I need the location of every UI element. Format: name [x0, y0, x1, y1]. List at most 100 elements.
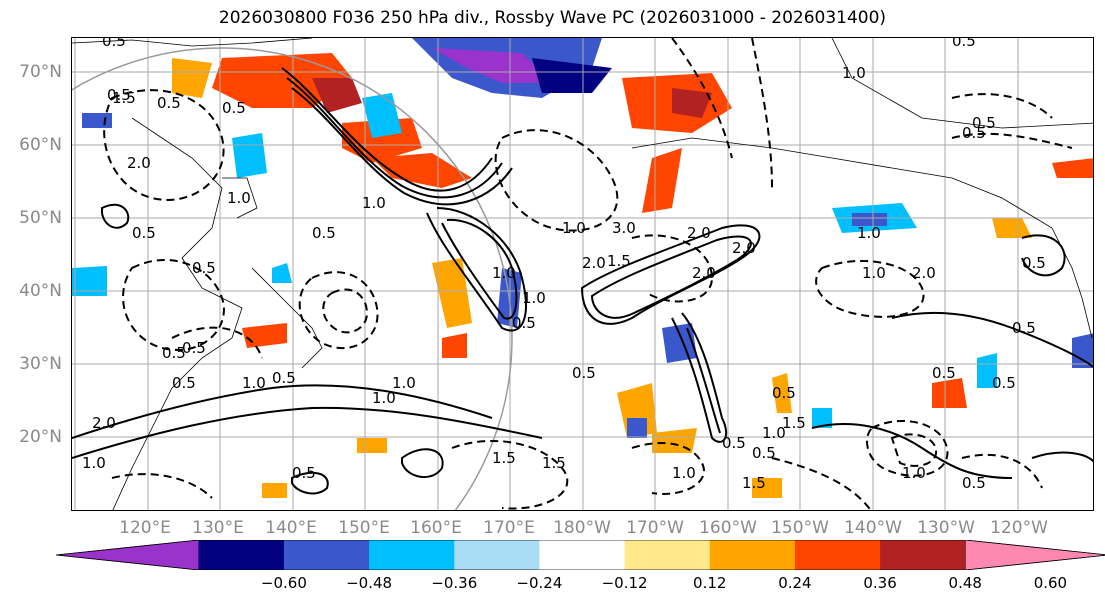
- contour-label: 0.5: [1022, 254, 1046, 272]
- lat-label-40n: 40°N: [19, 281, 62, 301]
- contour-label: 2.0: [692, 264, 716, 282]
- colorbar-cell: [624, 540, 711, 570]
- contour-label: 1.5: [782, 414, 806, 432]
- contour-labels: 0.5 0.50.51.01.50.50.50.50.52.01.01.01.00…: [82, 38, 1046, 492]
- colorbar-tick-label: 0.12: [693, 574, 727, 592]
- map-canvas: 0.5 0.50.51.01.50.50.50.50.52.01.01.01.00…: [72, 38, 1093, 510]
- contour-label: 1.0: [227, 189, 251, 207]
- contour-label: 0.5: [172, 374, 196, 392]
- colorbar-extend-low: [56, 540, 200, 570]
- contour-label: 0.5: [752, 444, 776, 462]
- colorbar-extend-high: [964, 540, 1105, 570]
- colorbar: [56, 540, 1105, 570]
- lon-label-120w: 120°W: [990, 518, 1048, 538]
- colorbar-cell: [539, 540, 626, 570]
- colorbar-tick-label: 0.48: [948, 574, 982, 592]
- contour-label: 0.5: [972, 114, 996, 132]
- contour-label: 0.5: [722, 434, 746, 452]
- colorbar-tick-label: −0.48: [346, 574, 393, 592]
- colorbar-cell: [454, 540, 540, 570]
- contour-label: 1.5: [492, 449, 516, 467]
- colorbar-cell: [794, 540, 881, 570]
- contour-label: 1.0: [362, 194, 386, 212]
- colorbar-tick-label: −0.36: [431, 574, 478, 592]
- lon-label-150w: 150°W: [771, 518, 829, 538]
- contour-label: 0.5: [952, 38, 976, 50]
- contour-label: 2.0: [127, 154, 151, 172]
- contour-label: 1.0: [857, 224, 881, 242]
- contour-label: 1.0: [902, 464, 926, 482]
- contour-label: 1.0: [522, 289, 546, 307]
- contour-label: 0.5: [572, 364, 596, 382]
- contour-label: 0.5: [157, 94, 181, 112]
- map-title: 2026030800 F036 250 hPa div., Rossby Wav…: [218, 8, 887, 28]
- contour-label: 1.0: [492, 264, 516, 282]
- lon-label-130e: 130°E: [192, 518, 244, 538]
- colorbar-cell: [198, 540, 285, 570]
- contour-label: 2.0: [912, 264, 936, 282]
- lat-label-50n: 50°N: [19, 208, 62, 228]
- contour-label: 1.0: [392, 374, 416, 392]
- lon-label-160w: 160°W: [699, 518, 757, 538]
- contour-label: 0.5: [772, 384, 796, 402]
- contour-label: 0.5: [292, 464, 316, 482]
- colorbar-tick-label: 0.24: [778, 574, 812, 592]
- lat-label-20n: 20°N: [19, 427, 62, 447]
- map-plot-area[interactable]: 0.5 0.5 0.5 1.0 1.5 0.5 0.5 0.5 0.5 2.0 1.0 1.0 1.0 0…: [71, 37, 1094, 511]
- contour-label: 1.0: [672, 464, 696, 482]
- colorbar-cell: [283, 540, 370, 570]
- lon-label-170e: 170°E: [483, 518, 535, 538]
- contour-label: 0.5: [512, 314, 536, 332]
- contour-label: 2.0: [582, 254, 606, 272]
- contour-label: 0.5: [107, 86, 131, 104]
- contour-label: 0.5: [272, 369, 296, 387]
- contour-label: 1.0: [242, 374, 266, 392]
- contour-label: 2.0: [732, 239, 756, 257]
- contour-label: 0.5: [962, 124, 986, 142]
- lon-label-120e: 120°E: [119, 518, 171, 538]
- contour-label: 1.0: [862, 264, 886, 282]
- contour-label: 1.5: [742, 474, 766, 492]
- contour-label: 0.5: [932, 364, 956, 382]
- colorbar-tick-label: −0.12: [601, 574, 648, 592]
- lon-label-160e: 160°E: [410, 518, 462, 538]
- colorbar-cell: [369, 540, 455, 570]
- contour-label: 0.5: [162, 344, 186, 362]
- contour-label: 0.5: [192, 259, 216, 277]
- lon-label-180w: 180°W: [553, 518, 611, 538]
- contour-label: 0.5: [222, 99, 246, 117]
- positive-contours: [72, 67, 1093, 495]
- contour-label: 0.5: [312, 224, 336, 242]
- contour-label: 0.5: [102, 38, 126, 50]
- lat-label-60n: 60°N: [19, 135, 62, 155]
- contour-label: 1.0: [562, 219, 586, 237]
- lat-label-30n: 30°N: [19, 354, 62, 374]
- lon-label-130w: 130°W: [917, 518, 975, 538]
- contour-label: 0.5: [992, 374, 1016, 392]
- contour-label: 1.5: [542, 454, 566, 472]
- lon-label-170w: 170°W: [626, 518, 684, 538]
- contour-label: 0.5: [962, 474, 986, 492]
- contour-label: 0.5: [182, 339, 206, 357]
- contour-label: 1.0: [842, 64, 866, 82]
- contour-label: 2.0: [687, 224, 711, 242]
- contour-label: 0.5: [1012, 319, 1036, 337]
- negative-contours: [103, 38, 1073, 510]
- colorbar-tick-label: 0.36: [863, 574, 897, 592]
- colorbar-cell: [709, 540, 796, 570]
- colorbar-tick-label: −0.60: [260, 574, 307, 592]
- contour-label: 1.5: [112, 89, 136, 107]
- contour-label: 0.5: [132, 224, 156, 242]
- lon-label-150e: 150°E: [338, 518, 390, 538]
- lat-label-70n: 70°N: [19, 62, 62, 82]
- contour-label: 1.5: [607, 252, 631, 270]
- colorbar-tick-label: −0.24: [516, 574, 563, 592]
- contour-label: 1.0: [372, 389, 396, 407]
- contour-label: 1.0: [762, 424, 786, 442]
- colorbar-tick-label: 0.60: [1033, 574, 1068, 592]
- lon-label-140w: 140°W: [844, 518, 902, 538]
- contour-label: 3.0: [612, 219, 636, 237]
- contour-label: 1.0: [82, 454, 106, 472]
- lon-label-140e: 140°E: [265, 518, 317, 538]
- divergence-shading: [72, 38, 1093, 498]
